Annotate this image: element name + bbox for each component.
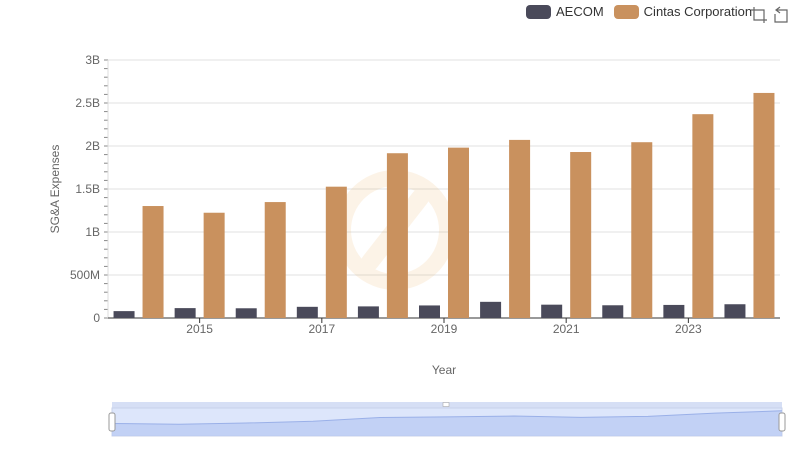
bar-aecom-2019[interactable] [419,305,440,318]
y-tick-label: 1B [85,225,100,239]
bar-aecom-2024[interactable] [724,304,746,318]
legend-label-aecom: AECOM [556,4,604,19]
y-axis-title: SG&A Expenses [48,145,62,234]
x-tick-label: 2023 [675,322,702,336]
y-axis: 0 500M 1B 1.5B 2B 2.5B 3B [70,53,109,325]
bar-cintas-2020[interactable] [509,139,531,318]
bar-cintas-2022[interactable] [631,142,653,318]
zoom-move-handle[interactable] [442,402,450,407]
legend: AECOM Cintas Corporation [526,4,762,19]
x-axis-title: Year [432,363,456,377]
toolbox [746,6,790,24]
bar-cintas-2018[interactable] [386,153,408,318]
legend-swatch-aecom [526,4,551,19]
bar-cintas-2024[interactable] [753,92,775,318]
bar-aecom-2023[interactable] [663,304,685,318]
bar-aecom-2015[interactable] [174,308,196,318]
bar-aecom-2017[interactable] [296,306,318,318]
bar-cintas-2021[interactable] [570,152,592,318]
bar-aecom-2021[interactable] [541,304,563,318]
zoom-handle-right[interactable] [778,412,786,432]
bars [113,92,775,319]
bar-cintas-2019[interactable] [448,147,469,318]
bar-cintas-2023[interactable] [692,114,714,319]
bar-aecom-2020[interactable] [480,301,502,318]
bar-cintas-2016[interactable] [264,202,286,318]
y-tick-label: 3B [85,53,100,67]
bar-cintas-2015[interactable] [203,212,225,318]
zoom-preview-line [111,410,783,425]
restore-icon[interactable] [772,6,790,24]
legend-label-cintas: Cintas Corporation [643,4,753,19]
y-tick-label: 2B [85,139,100,153]
data-zoom-slider[interactable] [108,402,786,437]
y-tick-label: 0 [93,311,100,325]
bar-cintas-2017[interactable] [325,186,347,318]
legend-item-aecom[interactable]: AECOM [526,4,604,19]
bar-aecom-2022[interactable] [602,305,624,318]
zoom-handle-left[interactable] [108,412,116,432]
x-tick-label: 2017 [308,322,335,336]
y-tick-label: 1.5B [75,182,100,196]
y-tick-label: 2.5B [75,96,100,110]
bar-cintas-2014[interactable] [142,206,164,318]
legend-swatch-cintas [613,4,639,19]
zoom-select-icon[interactable] [750,6,768,24]
grid-lines [108,59,780,276]
bar-aecom-2014[interactable] [113,311,135,318]
bar-aecom-2016[interactable] [235,308,257,318]
legend-item-cintas[interactable]: Cintas Corporation [613,4,753,19]
x-tick-label: 2015 [186,322,213,336]
x-axis: 2015 2017 2019 2021 2023 [108,317,780,336]
x-tick-label: 2021 [553,322,580,336]
y-tick-label: 500M [70,268,100,282]
bar-aecom-2018[interactable] [357,306,379,318]
x-tick-label: 2019 [431,322,458,336]
